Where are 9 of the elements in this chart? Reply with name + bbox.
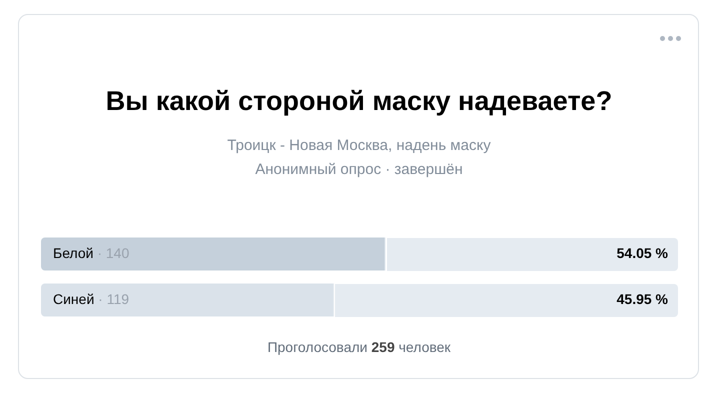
text: Анонимный опрос · завершён bbox=[254, 161, 464, 178]
y-tick-label: Белой bbox=[53, 244, 94, 261]
chart-subtitle: Троицк - Новая Москва, надень маску bbox=[226, 137, 492, 154]
annotation: Проголосовали 259 человек bbox=[266, 339, 452, 355]
chart-title: Вы какой стороной маску надеваете? bbox=[104, 86, 614, 117]
y-tick-label: Синей bbox=[53, 290, 94, 307]
data-label: 54.05 % bbox=[616, 244, 669, 261]
data-label: 45.95 % bbox=[616, 290, 669, 307]
annotation: · 119 bbox=[94, 290, 130, 307]
